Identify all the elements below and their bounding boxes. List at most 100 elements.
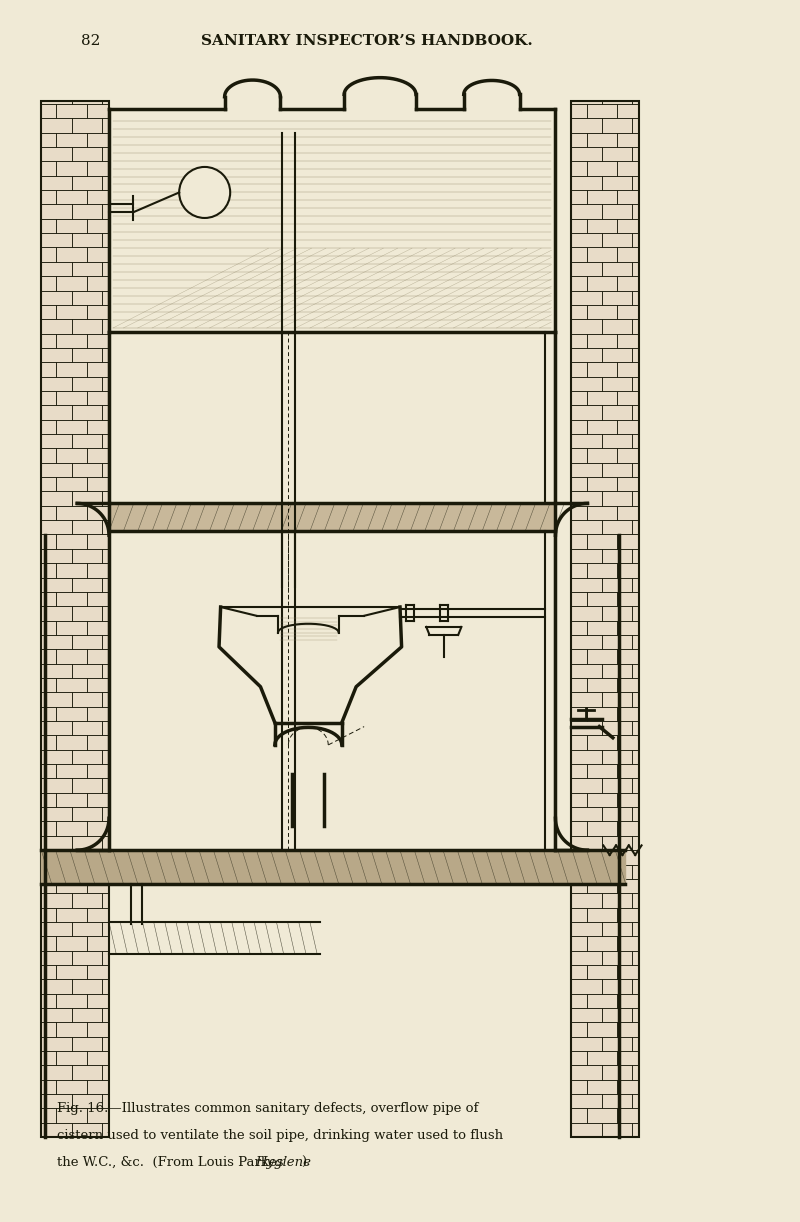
Bar xyxy=(42,721,71,736)
Bar xyxy=(86,534,109,549)
Bar xyxy=(102,635,109,649)
Bar xyxy=(586,219,617,233)
Bar xyxy=(86,678,109,693)
Bar xyxy=(571,764,586,778)
Bar xyxy=(86,764,109,778)
Bar xyxy=(571,161,586,176)
Bar xyxy=(602,721,632,736)
Bar xyxy=(42,147,71,161)
Bar xyxy=(86,621,109,635)
Bar xyxy=(617,764,639,778)
Bar xyxy=(42,334,56,348)
Bar xyxy=(42,893,71,908)
Bar xyxy=(617,621,639,635)
Bar xyxy=(42,1123,71,1138)
Bar xyxy=(571,908,586,921)
Bar xyxy=(602,521,632,534)
Bar xyxy=(102,606,109,621)
Bar xyxy=(632,1008,639,1023)
Bar xyxy=(102,100,109,104)
Bar xyxy=(71,491,102,506)
Bar xyxy=(571,248,586,262)
Bar xyxy=(571,1094,602,1108)
Bar xyxy=(42,248,56,262)
Text: Fig. 16.—Illustrates common sanitary defects, overflow pipe of: Fig. 16.—Illustrates common sanitary def… xyxy=(57,1102,478,1114)
Bar xyxy=(632,721,639,736)
Bar xyxy=(571,1066,602,1080)
Bar xyxy=(602,406,632,419)
Bar xyxy=(571,563,586,578)
Bar xyxy=(632,836,639,851)
Bar xyxy=(56,793,86,807)
Bar xyxy=(56,334,86,348)
Bar xyxy=(571,521,602,534)
Bar xyxy=(42,104,56,119)
Bar xyxy=(632,1036,639,1051)
Bar xyxy=(586,936,617,951)
Bar xyxy=(71,521,102,534)
Bar xyxy=(571,851,586,864)
Bar xyxy=(571,591,586,606)
Bar xyxy=(42,219,56,233)
Bar xyxy=(571,879,586,893)
Bar xyxy=(632,807,639,821)
Bar xyxy=(617,506,639,521)
Bar xyxy=(571,100,602,104)
Bar xyxy=(571,621,586,635)
Bar xyxy=(42,191,56,204)
Bar xyxy=(102,376,109,391)
Bar xyxy=(586,304,617,319)
Bar xyxy=(617,219,639,233)
Bar xyxy=(602,262,632,276)
Bar xyxy=(42,176,71,191)
Bar xyxy=(617,678,639,693)
Bar xyxy=(42,1023,56,1036)
Bar xyxy=(42,664,71,678)
Bar xyxy=(42,376,71,391)
Bar xyxy=(632,951,639,965)
Bar xyxy=(632,921,639,936)
Bar xyxy=(632,406,639,419)
Bar xyxy=(102,549,109,563)
Bar xyxy=(42,678,56,693)
Bar xyxy=(617,1080,639,1094)
Bar xyxy=(102,1094,109,1108)
Bar xyxy=(632,491,639,506)
Bar xyxy=(617,965,639,979)
Bar xyxy=(571,219,586,233)
Bar xyxy=(42,491,71,506)
Bar xyxy=(86,304,109,319)
Bar xyxy=(42,1066,71,1080)
Bar xyxy=(86,821,109,836)
Bar xyxy=(571,836,602,851)
Bar xyxy=(56,649,86,664)
Bar xyxy=(71,979,102,993)
Bar xyxy=(632,549,639,563)
Bar xyxy=(86,965,109,979)
Bar xyxy=(102,176,109,191)
Bar xyxy=(617,276,639,291)
Bar xyxy=(42,821,56,836)
Bar xyxy=(42,119,71,133)
Bar xyxy=(42,1051,56,1066)
Bar xyxy=(71,1008,102,1023)
Bar xyxy=(71,463,102,477)
Bar xyxy=(586,621,617,635)
Bar xyxy=(586,1108,617,1123)
Bar xyxy=(42,591,56,606)
Bar xyxy=(617,879,639,893)
Bar xyxy=(102,721,109,736)
Bar xyxy=(71,119,102,133)
Bar xyxy=(586,563,617,578)
Bar xyxy=(632,376,639,391)
Bar xyxy=(602,147,632,161)
Bar xyxy=(86,1023,109,1036)
Bar xyxy=(632,864,639,879)
Bar xyxy=(602,376,632,391)
Bar xyxy=(42,706,56,721)
Bar xyxy=(56,678,86,693)
Bar xyxy=(86,649,109,664)
Bar xyxy=(571,993,586,1008)
Bar xyxy=(86,334,109,348)
Bar xyxy=(571,1123,602,1138)
